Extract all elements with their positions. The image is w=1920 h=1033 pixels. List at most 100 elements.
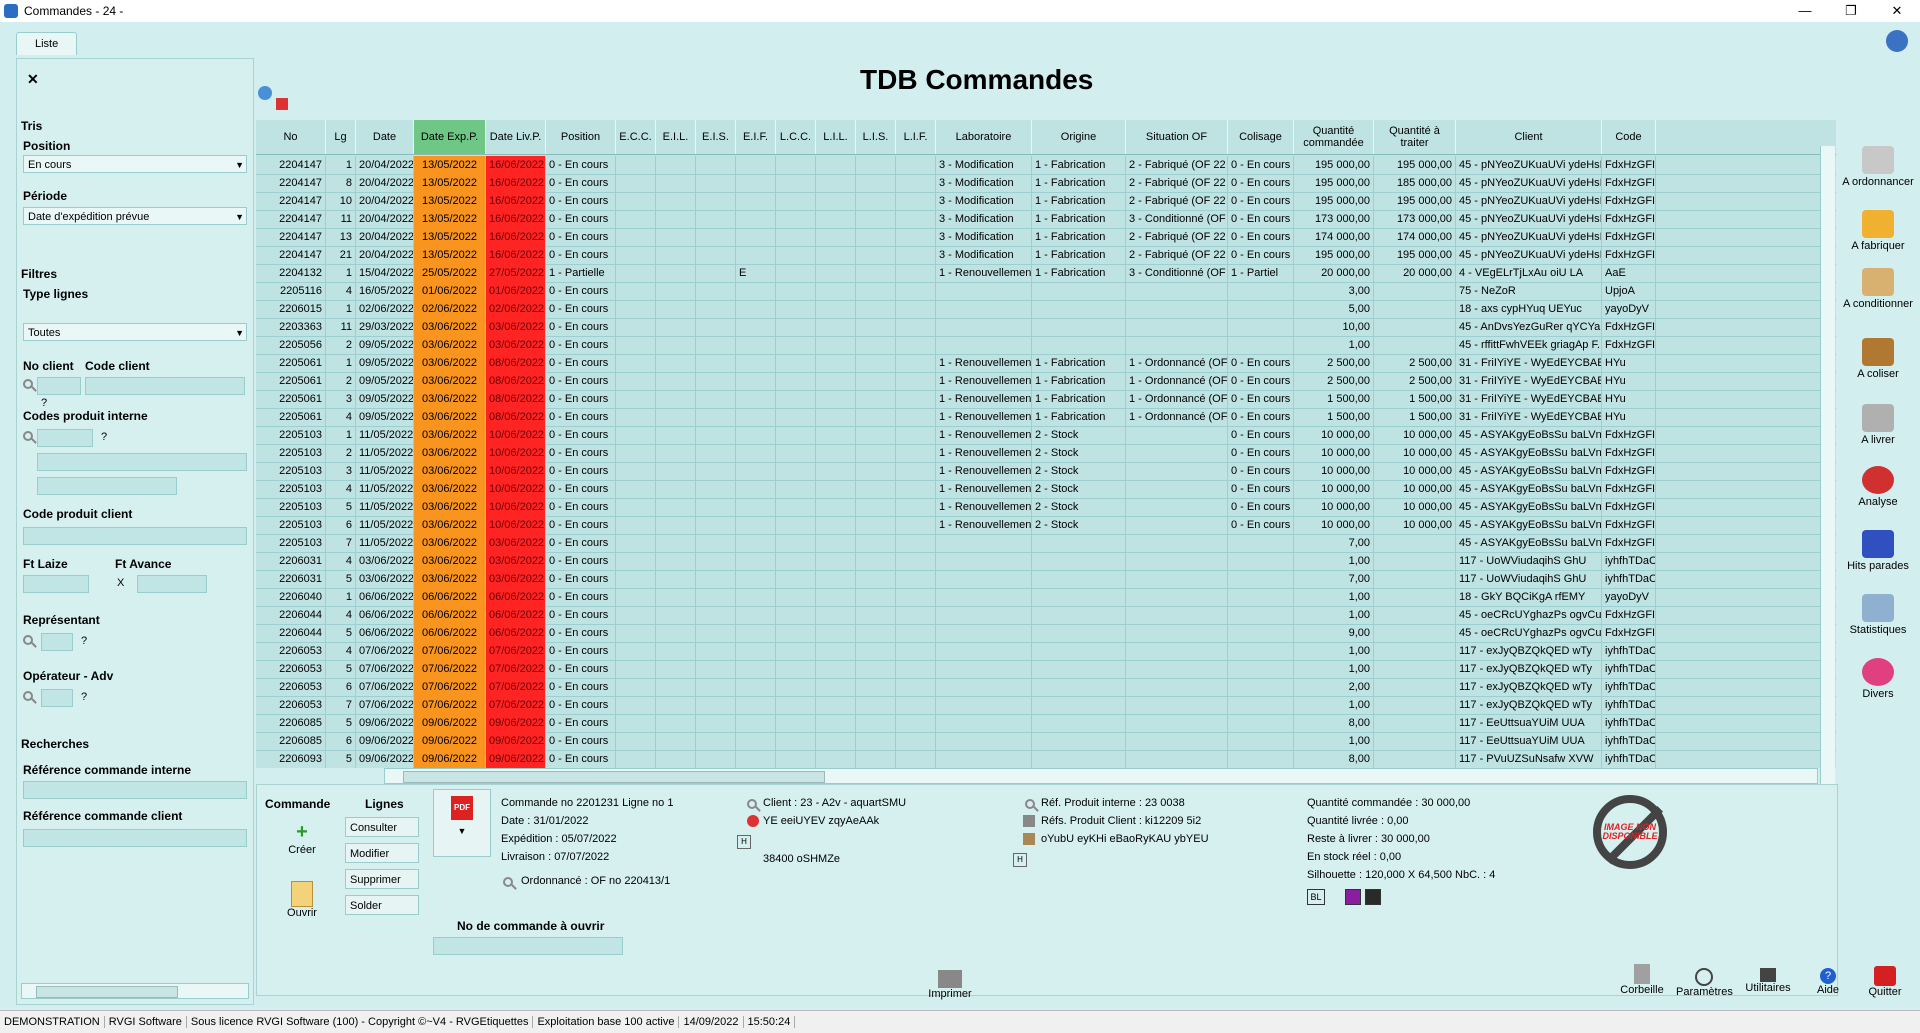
column-header[interactable]: Situation OF <box>1126 120 1228 154</box>
search-icon[interactable] <box>23 379 33 389</box>
type-lignes-select[interactable]: Toutes ▼ <box>23 323 247 341</box>
a-coliser-button[interactable]: A coliser <box>1840 338 1916 380</box>
quitter-button[interactable]: Quitter <box>1860 966 1910 998</box>
no-client-input[interactable] <box>37 377 81 395</box>
a-fabriquer-button[interactable]: A fabriquer <box>1840 210 1916 252</box>
supprimer-button[interactable]: Supprimer <box>345 869 419 889</box>
operateur-input[interactable] <box>41 689 73 707</box>
table-row[interactable]: 2204147 1 20/04/2022 13/05/2022 16/06/2022 0 … <box>256 156 1836 175</box>
help-icon[interactable]: ? <box>81 691 88 703</box>
column-header[interactable]: Date Liv.P. <box>486 120 546 154</box>
a-livrer-button[interactable]: A livrer <box>1840 404 1916 446</box>
column-header[interactable]: E.I.L. <box>656 120 696 154</box>
periode-select[interactable]: Date d'expédition prévue ▼ <box>23 207 247 225</box>
a-conditionner-button[interactable]: A conditionner <box>1840 268 1916 310</box>
ref-client-input[interactable] <box>23 829 247 847</box>
column-header[interactable]: Colisage <box>1228 120 1294 154</box>
table-row[interactable]: 2206085 5 09/06/2022 09/06/2022 09/06/2022 0 … <box>256 714 1836 733</box>
code-produit-client-input[interactable] <box>23 527 247 545</box>
code-produit-input-2[interactable] <box>37 453 247 471</box>
hits-parades-button[interactable]: Hits parades <box>1840 530 1916 572</box>
table-row[interactable]: 2204147 13 20/04/2022 13/05/2022 16/06/2022 0… <box>256 228 1836 247</box>
table-row[interactable]: 2205103 4 11/05/2022 03/06/2022 10/06/2022 0 … <box>256 480 1836 499</box>
table-row[interactable]: 2206044 4 06/06/2022 06/06/2022 06/06/2022 0 … <box>256 606 1836 625</box>
column-header[interactable]: L.I.F. <box>896 120 936 154</box>
column-header[interactable]: Quantité à traiter <box>1374 120 1456 154</box>
table-row[interactable]: 2206053 4 07/06/2022 07/06/2022 07/06/2022 0 … <box>256 642 1836 661</box>
divers-button[interactable]: Divers <box>1840 658 1916 700</box>
column-header[interactable]: Origine <box>1032 120 1126 154</box>
ft-avance-input[interactable] <box>137 575 207 593</box>
edit-icon[interactable] <box>1023 815 1035 827</box>
column-header[interactable]: E.I.S. <box>696 120 736 154</box>
table-row[interactable]: 2205061 1 09/05/2022 03/06/2022 08/06/2022 0 … <box>256 354 1836 373</box>
position-select[interactable]: En cours ▼ <box>23 155 247 173</box>
column-header[interactable]: Client <box>1456 120 1602 154</box>
analyse-button[interactable]: Analyse <box>1840 466 1916 508</box>
modifier-button[interactable]: Modifier <box>345 843 419 863</box>
grid-hscrollbar[interactable] <box>384 768 1818 784</box>
table-row[interactable]: 2204147 8 20/04/2022 13/05/2022 16/06/2022 0 … <box>256 174 1836 193</box>
filter-clear-icon[interactable] <box>276 98 288 110</box>
column-header[interactable]: Date <box>356 120 414 154</box>
search-icon[interactable] <box>23 691 33 701</box>
statistiques-button[interactable]: Statistiques <box>1840 594 1916 636</box>
table-row[interactable]: 2205061 4 09/05/2022 03/06/2022 08/06/2022 0 … <box>256 408 1836 427</box>
table-row[interactable]: 2204147 11 20/04/2022 13/05/2022 16/06/2022 0… <box>256 210 1836 229</box>
user-icon[interactable] <box>1886 30 1908 52</box>
table-row[interactable]: 2204147 21 20/04/2022 13/05/2022 16/06/2022 0… <box>256 246 1836 265</box>
help-icon[interactable]: ? <box>101 431 108 443</box>
column-header[interactable]: Lg <box>326 120 356 154</box>
column-header[interactable]: E.C.C. <box>616 120 656 154</box>
search-icon[interactable] <box>23 635 33 645</box>
table-row[interactable]: 2205116 4 16/05/2022 01/06/2022 01/06/2022 0 … <box>256 282 1836 301</box>
creer-button[interactable]: + Créer <box>277 821 327 856</box>
representant-input[interactable] <box>41 633 73 651</box>
table-row[interactable]: 2206044 5 06/06/2022 06/06/2022 06/06/2022 0 … <box>256 624 1836 643</box>
table-row[interactable]: 2206040 1 06/06/2022 06/06/2022 06/06/2022 0 … <box>256 588 1836 607</box>
table-row[interactable]: 2204132 1 15/04/2022 25/05/2022 27/05/2022 1 … <box>256 264 1836 283</box>
collapse-icon[interactable]: ✕ <box>27 71 39 87</box>
no-commande-input[interactable] <box>433 937 623 955</box>
close-button[interactable]: ✕ <box>1891 3 1903 18</box>
pdf-button[interactable]: PDF ▼ <box>433 789 491 857</box>
column-header[interactable]: L.I.L. <box>816 120 856 154</box>
column-header[interactable]: Position <box>546 120 616 154</box>
parametres-button[interactable]: Paramètres <box>1676 968 1733 998</box>
minimize-button[interactable]: — <box>1798 3 1812 18</box>
table-row[interactable]: 2205061 3 09/05/2022 03/06/2022 08/06/2022 0 … <box>256 390 1836 409</box>
ouvrir-button[interactable]: Ouvrir <box>277 881 327 919</box>
a-ordonnancer-button[interactable]: A ordonnancer <box>1840 146 1916 188</box>
aide-button[interactable]: ? Aide <box>1816 968 1840 996</box>
table-row[interactable]: 2205103 6 11/05/2022 03/06/2022 10/06/2022 0 … <box>256 516 1836 535</box>
column-header[interactable]: Laboratoire <box>936 120 1032 154</box>
table-row[interactable]: 2205103 3 11/05/2022 03/06/2022 10/06/2022 0 … <box>256 462 1836 481</box>
column-header[interactable]: Code <box>1602 120 1656 154</box>
tab-liste[interactable]: Liste <box>16 32 78 55</box>
table-row[interactable]: 2206093 5 09/06/2022 09/06/2022 09/06/2022 0 … <box>256 750 1836 768</box>
h-button[interactable]: H <box>1013 853 1027 867</box>
search-icon[interactable] <box>23 431 33 441</box>
help-icon[interactable]: ? <box>41 397 48 409</box>
imprimer-button[interactable]: Imprimer <box>920 970 980 1000</box>
table-row[interactable]: 2206085 6 09/06/2022 09/06/2022 09/06/2022 0 … <box>256 732 1836 751</box>
column-header[interactable]: Quantité commandée <box>1294 120 1374 154</box>
table-row[interactable]: 2206053 7 07/06/2022 07/06/2022 07/06/2022 0 … <box>256 696 1836 715</box>
table-row[interactable]: 2203363 11 29/03/2022 03/06/2022 03/06/2022 0… <box>256 318 1836 337</box>
refresh-icon[interactable] <box>258 86 272 100</box>
table-row[interactable]: 2205103 5 11/05/2022 03/06/2022 10/06/2022 0 … <box>256 498 1836 517</box>
table-row[interactable]: 2206031 4 03/06/2022 03/06/2022 03/06/2022 0 … <box>256 552 1836 571</box>
ref-interne-input[interactable] <box>23 781 247 799</box>
search-icon[interactable] <box>1025 799 1035 809</box>
code-produit-input-3[interactable] <box>37 477 177 495</box>
column-header[interactable]: L.C.C. <box>776 120 816 154</box>
corbeille-button[interactable]: Corbeille <box>1616 964 1668 996</box>
consulter-button[interactable]: Consulter <box>345 817 419 837</box>
column-header[interactable]: E.I.F. <box>736 120 776 154</box>
search-icon[interactable] <box>503 877 513 887</box>
column-header[interactable]: Date Exp.P. <box>414 120 486 154</box>
solder-button[interactable]: Solder <box>345 895 419 915</box>
table-row[interactable]: 2206053 6 07/06/2022 07/06/2022 07/06/2022 0 … <box>256 678 1836 697</box>
search-icon[interactable] <box>747 799 757 809</box>
code-client-input[interactable] <box>85 377 245 395</box>
